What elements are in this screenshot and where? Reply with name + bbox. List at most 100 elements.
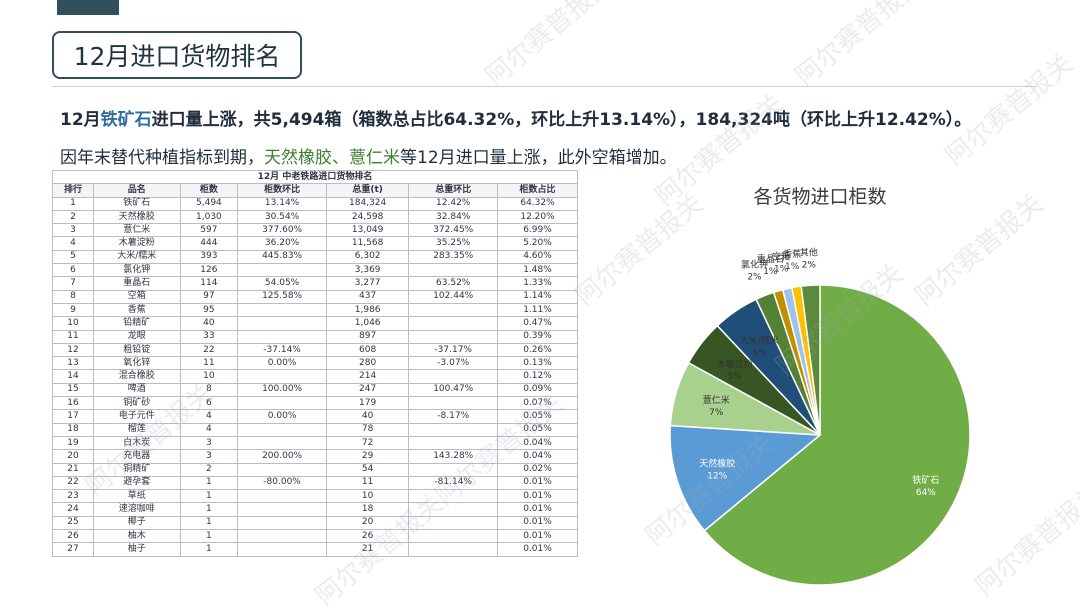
table-cell: 1.11% <box>497 302 578 318</box>
pie-slice <box>669 424 822 532</box>
top-accent-bar <box>57 0 119 15</box>
table-cell: 0.04% <box>497 449 578 464</box>
table-cell: 64.32% <box>497 196 578 211</box>
table-cell: 97 <box>179 289 239 304</box>
table-cell: 8 <box>51 289 95 304</box>
table-header-cell: 品名 <box>93 183 181 198</box>
table-body: 1 铁矿石 5,494 13.14% 184,324 12.42% 64.32% 2 天然橡胶 1… <box>51 196 578 557</box>
table-cell: 6,302 <box>325 249 410 265</box>
table-cell: 24,598 <box>325 209 410 225</box>
table-cell <box>408 396 499 411</box>
table-row: 27 柚子 1 21 0.01% <box>51 542 578 557</box>
table-cell: 1 <box>179 529 239 544</box>
pie-label-value: 5% <box>728 372 743 382</box>
summary-line2-highlight: 天然橡胶、薏仁米 <box>264 148 400 168</box>
table-cell: -37.14% <box>237 342 327 358</box>
summary-line1-rest: 进口量上涨，共5,494箱（箱数总占比64.32%，环比上升13.14%），18… <box>151 110 972 130</box>
table-cell: 63.52% <box>408 276 499 291</box>
pie-label-value: 2% <box>747 272 762 282</box>
table-cell: 0.01% <box>497 542 578 557</box>
table-cell: 充电器 <box>93 449 181 464</box>
summary-line2-rest: 等12月进口量上涨，此外空箱增加。 <box>400 148 677 168</box>
table-cell: 445.83% <box>237 249 327 265</box>
table-cell: 电子元件 <box>93 409 181 424</box>
pie-chart: 铁矿石64%天然橡胶12%薏仁米7%木薯淀粉5%大米/糯米5%氯化钾2%重晶石1… <box>669 246 971 586</box>
table-cell: 125.58% <box>237 289 327 304</box>
table-row: 14 混合橡胶 10 214 0.12% <box>51 369 578 384</box>
table-cell: 1 <box>179 542 239 557</box>
table-cell: 木薯淀粉 <box>93 236 181 251</box>
table-cell: 香蕉 <box>93 302 181 318</box>
table-cell: 柚子 <box>93 542 181 557</box>
table-cell <box>408 435 499 451</box>
pie-label-name: 薏仁米 <box>703 394 730 406</box>
table-cell: 444 <box>179 236 239 251</box>
table-cell: 11 <box>51 329 95 344</box>
table-cell: 372.45% <box>408 223 499 238</box>
table-cell: 100.00% <box>237 382 327 398</box>
table-cell <box>237 462 327 477</box>
table-cell <box>237 542 327 557</box>
table-cell <box>408 369 499 384</box>
table-cell: 377.60% <box>237 223 327 238</box>
table-cell <box>408 302 499 318</box>
table-cell: 0.00% <box>237 409 327 424</box>
table-cell: 11,568 <box>325 236 410 251</box>
summary-line1-highlight: 铁矿石 <box>100 110 152 130</box>
table-cell: 26 <box>51 529 95 544</box>
table-cell: 25 <box>51 515 95 531</box>
table-header-cell: 柜数占比 <box>497 183 578 198</box>
table-cell: 4 <box>51 236 95 251</box>
table-cell: 0.01% <box>497 502 578 517</box>
summary-line2-prefix: 因年末替代种植指标到期， <box>60 148 264 168</box>
table-cell: 椰子 <box>93 515 181 531</box>
table-row: 6 氯化钾 126 3,369 1.48% <box>51 263 578 278</box>
table-row: 25 椰子 1 20 0.01% <box>51 515 578 531</box>
table-cell: -3.07% <box>408 356 499 371</box>
pie-chart-container: 各货物进口柜数 铁矿石 64% 天然橡胶 12% 薏仁米 7% 木薯淀粉 5% 大米/糯米 5% 氯… <box>600 170 1040 590</box>
table-cell <box>408 263 499 278</box>
table-cell: 6 <box>179 396 239 411</box>
pie-label-value: 1% <box>774 264 789 274</box>
table-cell: -81.14% <box>408 475 499 491</box>
ranking-table: 12月 中老铁路进口货物排名 排行 品名 柜数 柜数环比 总重(t) 总重环比 柜数占比 1… <box>51 169 578 557</box>
table-cell <box>237 369 327 384</box>
pie-slice <box>800 284 821 436</box>
table-header-cell: 柜数环比 <box>237 183 327 198</box>
table-header-cell: 总重(t) <box>325 183 410 198</box>
table-cell: 22 <box>51 475 95 491</box>
table-row: 9 香蕉 95 1,986 1.11% <box>51 302 578 318</box>
table-row: 7 重晶石 114 54.05% 3,277 63.52% 1.33% <box>51 276 578 291</box>
table-cell: 3 <box>51 223 95 238</box>
ranking-table-container: 12月 中老铁路进口货物排名 排行 品名 柜数 柜数环比 总重(t) 总重环比 柜数占比 1… <box>51 169 578 557</box>
table-cell: 氯化钾 <box>93 263 181 278</box>
table-cell: 避孕套 <box>93 475 181 491</box>
table-cell: 437 <box>325 289 410 304</box>
table-cell: 3,369 <box>325 263 410 278</box>
pie-label-value: 64% <box>916 488 936 498</box>
table-cell: 100.47% <box>408 382 499 398</box>
table-cell <box>408 489 499 504</box>
table-cell: 0.47% <box>497 316 578 331</box>
table-cell: 143.28% <box>408 449 499 464</box>
table-header-cell: 总重环比 <box>408 183 499 198</box>
table-cell: 0.01% <box>497 515 578 531</box>
table-cell: 23 <box>51 489 95 504</box>
table-cell: 混合橡胶 <box>93 369 181 384</box>
table-cell: -37.17% <box>408 342 499 358</box>
table-cell: 啤酒 <box>93 382 181 398</box>
table-cell <box>408 502 499 517</box>
table-cell: 重晶石 <box>93 276 181 291</box>
table-cell: 29 <box>325 449 410 464</box>
table-cell: 12 <box>51 342 95 358</box>
table-cell: 33 <box>179 329 239 344</box>
table-cell: 0.05% <box>497 409 578 424</box>
table-cell: 0.00% <box>237 356 327 371</box>
table-cell: 22 <box>179 342 239 358</box>
table-cell <box>237 489 327 504</box>
table-cell: 9 <box>51 302 95 318</box>
table-cell: 0.04% <box>497 435 578 451</box>
table-cell: 114 <box>179 276 239 291</box>
table-cell: 15 <box>51 382 95 398</box>
table-cell: 速溶咖啡 <box>93 502 181 517</box>
